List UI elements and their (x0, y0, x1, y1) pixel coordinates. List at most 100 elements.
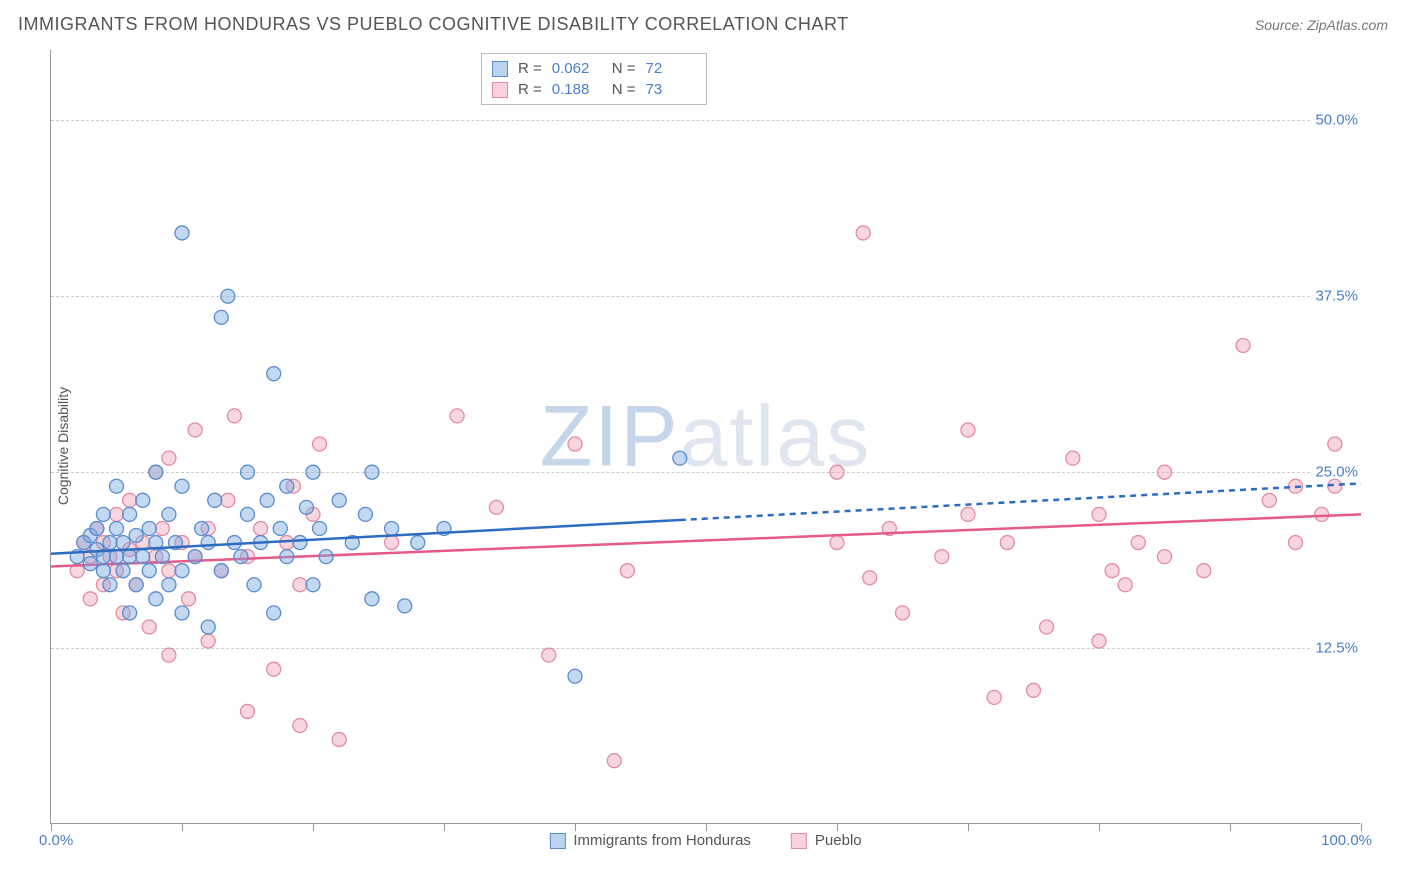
scatter-point (110, 479, 124, 493)
scatter-point (162, 451, 176, 465)
scatter-point (103, 536, 117, 550)
scatter-point (365, 465, 379, 479)
scatter-point (267, 367, 281, 381)
scatter-point (142, 521, 156, 535)
x-tick (444, 823, 445, 831)
scatter-point (195, 521, 209, 535)
series-legend: Immigrants from Honduras Pueblo (549, 832, 861, 849)
scatter-point (313, 437, 327, 451)
chart-title: IMMIGRANTS FROM HONDURAS VS PUEBLO COGNI… (18, 14, 849, 35)
swatch-blue-icon (492, 61, 508, 77)
scatter-point (182, 592, 196, 606)
r-label: R = (518, 60, 542, 77)
scatter-point (987, 690, 1001, 704)
scatter-point (123, 606, 137, 620)
scatter-point (306, 465, 320, 479)
legend-row-b: R = 0.188 N = 73 (492, 79, 696, 100)
scatter-point (358, 507, 372, 521)
x-tick (706, 823, 707, 831)
scatter-point (1092, 507, 1106, 521)
scatter-point (175, 606, 189, 620)
scatter-point (332, 493, 346, 507)
swatch-pink-icon (791, 833, 807, 849)
scatter-point (568, 437, 582, 451)
scatter-point (1236, 339, 1250, 353)
scatter-point (1105, 564, 1119, 578)
scatter-point (1158, 550, 1172, 564)
scatter-point (155, 550, 169, 564)
scatter-point (280, 479, 294, 493)
scatter-point (1158, 465, 1172, 479)
scatter-point (1040, 620, 1054, 634)
scatter-point (123, 507, 137, 521)
scatter-point (96, 507, 110, 521)
scatter-point (293, 578, 307, 592)
scatter-point (568, 669, 582, 683)
scatter-point (201, 634, 215, 648)
scatter-point (267, 662, 281, 676)
scatter-point (299, 500, 313, 514)
scatter-point (155, 521, 169, 535)
scatter-point (1289, 536, 1303, 550)
scatter-point (856, 226, 870, 240)
scatter-point (214, 310, 228, 324)
x-tick (968, 823, 969, 831)
scatter-point (313, 521, 327, 535)
scatter-point (1027, 683, 1041, 697)
x-tick (1099, 823, 1100, 831)
scatter-point (227, 409, 241, 423)
scatter-point (385, 536, 399, 550)
legend-label-b: Pueblo (815, 832, 862, 849)
scatter-point (254, 521, 268, 535)
scatter-point (1092, 634, 1106, 648)
x-tick (51, 823, 52, 831)
scatter-point (136, 493, 150, 507)
scatter-point (96, 564, 110, 578)
scatter-point (162, 578, 176, 592)
scatter-point (142, 620, 156, 634)
scatter-point (103, 578, 117, 592)
legend-item-b: Pueblo (791, 832, 862, 849)
scatter-point (1197, 564, 1211, 578)
scatter-point (136, 550, 150, 564)
r-label: R = (518, 81, 542, 98)
scatter-point (90, 521, 104, 535)
x-tick (575, 823, 576, 831)
scatter-point (241, 465, 255, 479)
scatter-point (280, 550, 294, 564)
n-value-b: 73 (646, 81, 696, 98)
scatter-point (208, 493, 222, 507)
scatter-point (175, 226, 189, 240)
scatter-point (319, 550, 333, 564)
scatter-point (607, 754, 621, 768)
scatter-point (293, 718, 307, 732)
scatter-point (123, 550, 137, 564)
scatter-point (1118, 578, 1132, 592)
correlation-legend: R = 0.062 N = 72 R = 0.188 N = 73 (481, 53, 707, 105)
scatter-point (142, 564, 156, 578)
scatter-point (542, 648, 556, 662)
scatter-point (961, 507, 975, 521)
legend-label-a: Immigrants from Honduras (573, 832, 751, 849)
r-value-b: 0.188 (552, 81, 602, 98)
scatter-point (411, 536, 425, 550)
scatter-point (273, 521, 287, 535)
x-tick (313, 823, 314, 831)
n-label: N = (612, 60, 636, 77)
scatter-point (116, 536, 130, 550)
scatter-point (332, 733, 346, 747)
x-tick (1361, 823, 1362, 831)
scatter-point (1066, 451, 1080, 465)
scatter-point (116, 564, 130, 578)
scatter-point (935, 550, 949, 564)
scatter-point (234, 550, 248, 564)
scatter-svg (51, 50, 1360, 823)
scatter-point (1131, 536, 1145, 550)
n-label: N = (612, 81, 636, 98)
scatter-point (365, 592, 379, 606)
scatter-point (129, 529, 143, 543)
scatter-point (260, 493, 274, 507)
x-tick (837, 823, 838, 831)
swatch-pink-icon (492, 82, 508, 98)
scatter-point (162, 564, 176, 578)
